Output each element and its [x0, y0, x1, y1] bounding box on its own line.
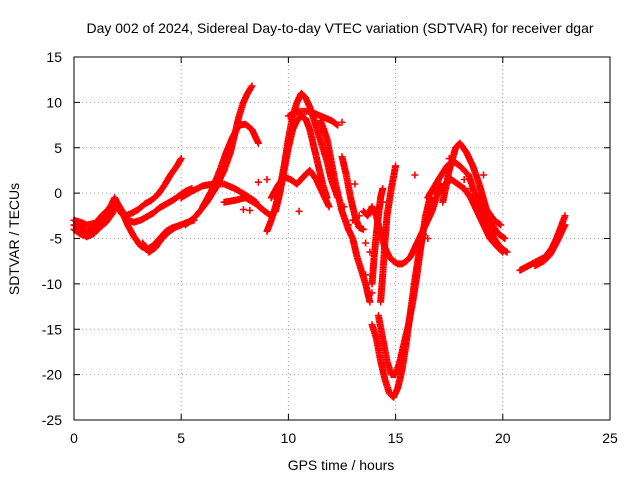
- data-point-11: [355, 212, 363, 220]
- y-tick-label: -10: [42, 276, 62, 292]
- data-track-2: [70, 185, 196, 229]
- y-tick-label: -20: [42, 367, 62, 383]
- data-track-21: [435, 176, 507, 256]
- data-point-26: [480, 171, 487, 179]
- y-axis-title: SDTVAR / TECUs: [6, 183, 22, 295]
- data-point-17: [383, 209, 391, 217]
- data-track-19: [424, 157, 511, 256]
- data-point-7: [340, 203, 348, 211]
- data-point-20: [430, 189, 438, 197]
- data-point-4: [295, 207, 303, 215]
- data-track-10: [267, 166, 333, 211]
- data-point-2: [254, 178, 262, 186]
- y-tick-label: -5: [50, 231, 63, 247]
- data-point-12: [362, 239, 370, 247]
- data-track-7: [220, 194, 275, 220]
- data-track-22: [477, 198, 505, 229]
- data-point-18: [411, 171, 419, 179]
- y-tick-label: 10: [46, 94, 62, 110]
- data-point-22: [439, 169, 447, 177]
- data-track-9: [272, 112, 331, 215]
- x-tick-label: 25: [602, 430, 618, 446]
- x-axis-title: GPS time / hours: [288, 457, 395, 473]
- y-tick-label: 5: [54, 140, 62, 156]
- data-point-5: [317, 127, 325, 135]
- axes: 0 5 10 15 20 25 -25 -20 -15 -10 -5 0 5 10 15: [42, 49, 618, 446]
- data-point-15: [368, 289, 376, 297]
- data-point-25: [467, 185, 475, 193]
- data-point-10: [351, 180, 359, 188]
- data-point-6: [338, 118, 346, 126]
- data-point-9: [349, 216, 357, 224]
- data-points: [70, 82, 569, 401]
- data-point-23: [445, 155, 453, 163]
- data-point-1: [246, 206, 254, 214]
- y-tick-label: -15: [42, 321, 62, 337]
- data-point-8: [344, 221, 352, 229]
- x-tick-label: 10: [281, 430, 297, 446]
- data-point-14: [362, 271, 370, 279]
- y-tick-label: 0: [54, 185, 62, 201]
- y-tick-label: 15: [46, 49, 62, 65]
- data-point-13: [366, 248, 374, 256]
- grid-lines: [74, 57, 610, 420]
- data-track-24: [531, 221, 569, 270]
- data-point-19: [424, 235, 432, 242]
- x-tick-label: 5: [177, 430, 185, 446]
- data-track-15: [368, 185, 387, 288]
- data-track-5: [182, 82, 256, 229]
- chart-title: Day 002 of 2024, Sidereal Day-to-day VTE…: [86, 20, 593, 36]
- plot-frame: [73, 56, 611, 421]
- y-tick-label: -25: [42, 412, 62, 428]
- data-point-0: [239, 206, 247, 213]
- data-track-11: [284, 107, 342, 129]
- data-track-13: [338, 153, 367, 233]
- x-tick-label: 15: [388, 430, 404, 446]
- data-track-17: [374, 194, 438, 379]
- data-point-21: [435, 176, 442, 183]
- x-tick-label: 0: [70, 430, 78, 446]
- data-point-24: [460, 176, 468, 183]
- data-point-3: [263, 176, 271, 183]
- data-point-16: [379, 198, 387, 206]
- x-tick-label: 20: [495, 430, 511, 446]
- data-track-12: [317, 117, 374, 306]
- data-track-6: [199, 120, 262, 211]
